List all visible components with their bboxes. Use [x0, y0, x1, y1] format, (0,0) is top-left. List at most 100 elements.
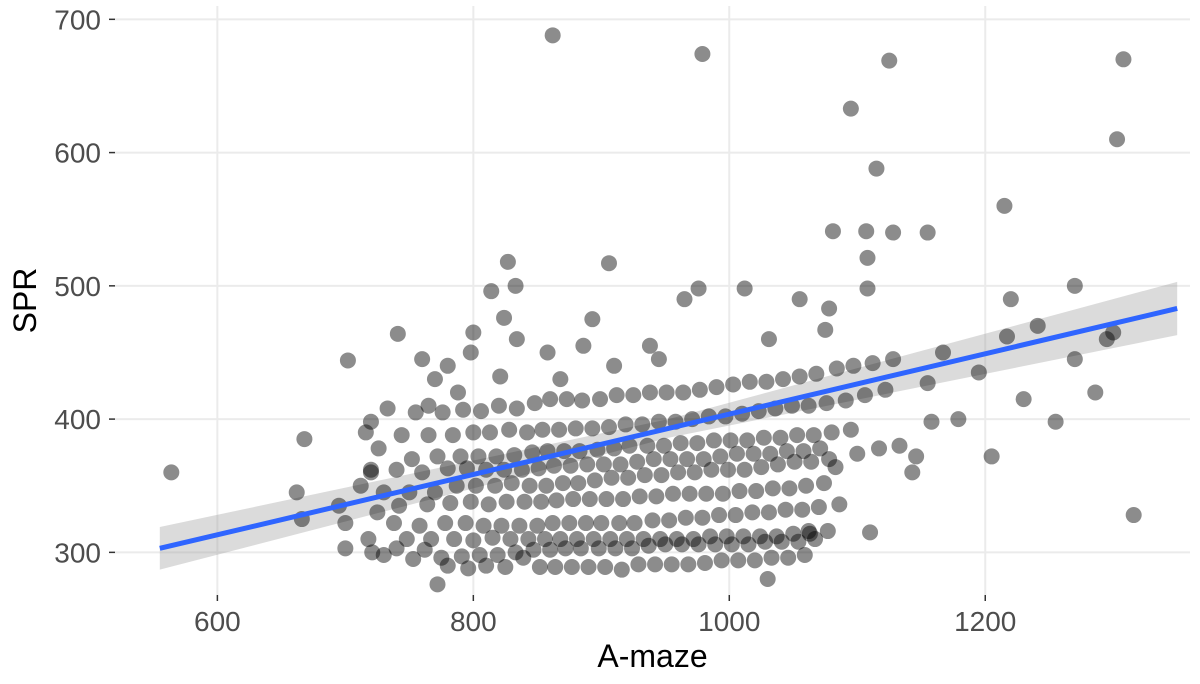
data-point	[609, 387, 625, 403]
data-point	[908, 448, 924, 464]
data-point	[694, 510, 710, 526]
data-point	[737, 281, 753, 297]
data-point	[527, 395, 543, 411]
data-point	[746, 446, 762, 462]
data-point	[764, 550, 780, 566]
data-point	[781, 480, 797, 496]
data-point	[984, 448, 1000, 464]
data-point	[491, 398, 507, 414]
data-point	[756, 430, 772, 446]
data-point	[821, 300, 837, 316]
data-point	[394, 427, 410, 443]
data-point	[642, 384, 658, 400]
data-point	[552, 371, 568, 387]
data-point	[614, 562, 630, 578]
data-point	[460, 560, 476, 576]
data-point	[653, 467, 669, 483]
data-point	[630, 556, 646, 572]
data-point	[615, 491, 631, 507]
data-point	[404, 451, 420, 467]
data-point	[661, 512, 677, 528]
data-point	[801, 398, 817, 414]
data-point	[597, 559, 613, 575]
data-point	[747, 552, 763, 568]
data-point	[390, 326, 406, 342]
chart-svg: 60080010001200300400500600700A-mazeSPR	[0, 0, 1200, 684]
data-point	[509, 400, 525, 416]
data-point	[780, 550, 796, 566]
data-point	[728, 507, 744, 523]
data-point	[1067, 351, 1083, 367]
data-point	[877, 382, 893, 398]
data-point	[714, 552, 730, 568]
data-point	[634, 416, 650, 432]
data-point	[645, 512, 661, 528]
data-point	[547, 559, 563, 575]
data-point	[601, 255, 617, 271]
data-point	[504, 475, 520, 491]
y-tick-label: 500	[54, 271, 101, 302]
data-point	[678, 510, 694, 526]
data-point	[538, 478, 554, 494]
data-point	[353, 478, 369, 494]
data-point	[778, 502, 794, 518]
data-point	[797, 547, 813, 563]
data-point	[592, 391, 608, 407]
data-point	[920, 225, 936, 241]
data-point	[819, 395, 835, 411]
data-point	[711, 507, 727, 523]
data-point	[421, 398, 437, 414]
data-point	[340, 352, 356, 368]
data-point	[665, 486, 681, 502]
data-point	[794, 502, 810, 518]
data-point	[868, 161, 884, 177]
data-point	[579, 456, 595, 472]
data-point	[423, 531, 439, 547]
data-point	[673, 435, 689, 451]
data-point	[337, 540, 353, 556]
data-point	[430, 576, 446, 592]
data-point	[1030, 318, 1046, 334]
data-point	[845, 358, 861, 374]
data-point	[570, 475, 586, 491]
data-point	[712, 448, 728, 464]
data-point	[565, 491, 581, 507]
data-point	[533, 494, 549, 510]
data-point	[463, 494, 479, 510]
y-tick-label: 300	[54, 537, 101, 568]
data-point	[582, 491, 598, 507]
data-point	[473, 403, 489, 419]
data-point	[689, 435, 705, 451]
data-point	[620, 470, 636, 486]
y-tick-label: 400	[54, 404, 101, 435]
data-point	[511, 518, 527, 534]
data-point	[563, 458, 579, 474]
data-point	[675, 384, 691, 400]
data-point	[664, 556, 680, 572]
data-point	[732, 483, 748, 499]
data-point	[542, 391, 558, 407]
data-point	[465, 532, 481, 548]
data-point	[659, 384, 675, 400]
data-point	[337, 515, 353, 531]
data-point	[559, 391, 575, 407]
data-point	[860, 250, 876, 266]
data-point	[412, 518, 428, 534]
data-point	[885, 225, 901, 241]
data-point	[601, 419, 617, 435]
data-point	[891, 438, 907, 454]
data-point	[843, 422, 859, 438]
data-point	[730, 552, 746, 568]
data-point	[885, 351, 901, 367]
data-point	[698, 486, 714, 502]
data-point	[540, 344, 556, 360]
data-point	[399, 531, 415, 547]
data-point	[604, 470, 620, 486]
data-point	[1126, 507, 1142, 523]
data-point	[1115, 51, 1131, 67]
data-point	[289, 484, 305, 500]
y-tick-label: 700	[54, 4, 101, 35]
data-point	[442, 495, 458, 511]
data-point	[792, 291, 808, 307]
data-point	[691, 281, 707, 297]
